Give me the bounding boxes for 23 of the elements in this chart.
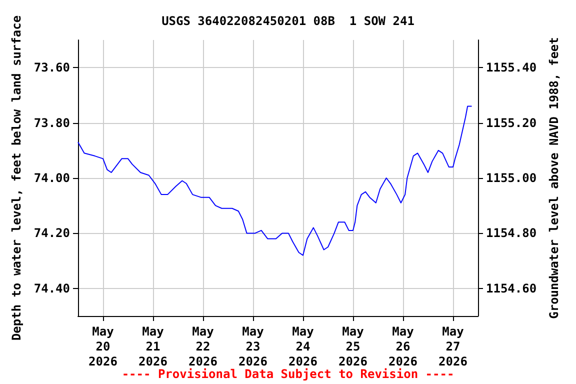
y-tick-label: 74.20	[34, 226, 70, 240]
x-tick-label: May 21 2026	[138, 324, 168, 368]
chart-title: USGS 364022082450201 08B 1 SOW 241	[162, 14, 414, 28]
text: ---- Provisional Data Subject to Revision ----	[122, 367, 454, 381]
line-series	[78, 106, 472, 256]
x-tick-label: May 26 2026	[388, 324, 418, 368]
x-tick-label: May 23 2026	[238, 324, 268, 368]
x-tick-label: May 25 2026	[338, 324, 368, 368]
x-tick-label: May 22 2026	[188, 324, 218, 368]
y-tick-label: 73.60	[34, 60, 70, 75]
y2-tick-label: 1155.40	[486, 60, 537, 75]
y-tick-label: 73.80	[34, 116, 70, 130]
x-tick-label: May 20 2026	[88, 324, 118, 368]
y-axis-title: Depth to water level, feet below land surface	[9, 15, 24, 341]
y-tick-label: 74.00	[34, 171, 70, 185]
y-tick-label: 74.40	[34, 281, 70, 296]
y2-tick-label: 1154.80	[486, 226, 537, 240]
x-tick-label: May 27 2026	[438, 324, 468, 368]
y2-tick-label: 1155.00	[486, 171, 537, 185]
x-tick-label: May 24 2026	[288, 324, 318, 368]
y2-tick-label: 1154.60	[486, 281, 537, 296]
y2-axis-title: Groundwater level above NAVD 1988, feet	[546, 37, 561, 319]
y2-tick-label: 1155.20	[486, 116, 537, 130]
